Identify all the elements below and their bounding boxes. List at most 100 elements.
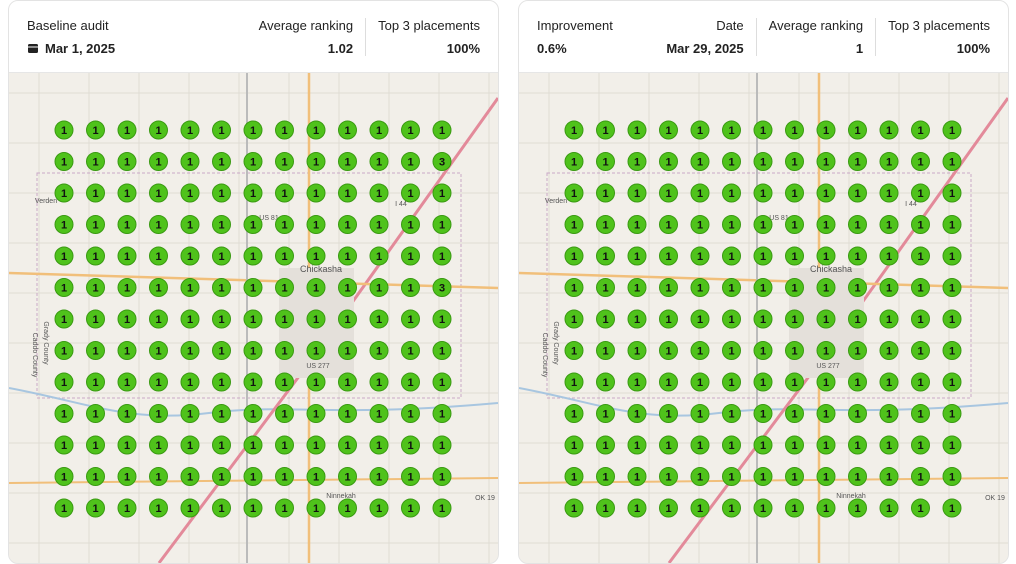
rank-marker (816, 246, 836, 266)
rank-marker (785, 246, 804, 266)
rank-marker (54, 278, 74, 297)
rank-marker (753, 341, 773, 360)
rank-label: 1 (155, 346, 161, 358)
rank-label: 1 (634, 472, 640, 484)
header-value: 1.02 (327, 40, 354, 56)
rank-label: 1 (602, 377, 608, 389)
rank-label: 1 (760, 503, 766, 515)
rank-marker (306, 183, 326, 203)
rank-marker (879, 341, 899, 360)
rank-marker (180, 152, 200, 171)
rank-label: 1 (376, 283, 382, 295)
rank-marker (338, 467, 357, 486)
rank-label: 1 (854, 503, 860, 515)
rank-marker (596, 246, 615, 266)
rank-label: 1 (61, 377, 67, 389)
rank-marker (816, 372, 836, 392)
rank-label: 1 (917, 503, 923, 515)
rank-label: 1 (949, 346, 955, 358)
rank-marker (54, 341, 74, 360)
rank-label: 1 (281, 283, 287, 295)
rank-label: 1 (665, 251, 671, 263)
rank-label: 3 (439, 283, 445, 295)
rank-label: 1 (791, 377, 797, 389)
rank-label: 1 (124, 377, 130, 389)
rank-marker (338, 372, 357, 392)
rank-label: 1 (823, 472, 829, 484)
rank-marker (149, 498, 168, 518)
rank-marker (848, 404, 867, 423)
rank-marker (911, 498, 930, 518)
rank-marker (942, 341, 962, 360)
rank-marker (627, 435, 647, 455)
rank-label: 1 (602, 472, 608, 484)
rank-label: 1 (823, 283, 829, 295)
rank-label: 1 (602, 283, 608, 295)
rank-label: 1 (791, 314, 797, 326)
rank-marker (149, 278, 168, 297)
rank-label: 1 (854, 440, 860, 452)
rank-label: 1 (949, 157, 955, 169)
rank-marker (149, 183, 168, 203)
rank-label: 1 (218, 503, 224, 515)
rank-label: 1 (61, 472, 67, 484)
rank-label: 1 (697, 409, 703, 421)
rank-label: 1 (376, 503, 382, 515)
rank-marker (785, 435, 804, 455)
rank-marker (149, 372, 168, 392)
rank-label: 1 (665, 409, 671, 421)
rank-marker (627, 215, 647, 234)
rank-marker (432, 467, 452, 486)
rank-marker (306, 309, 326, 329)
rank-label: 1 (917, 125, 923, 137)
rank-label: 1 (124, 472, 130, 484)
rank-label: 1 (760, 377, 766, 389)
rank-label: 1 (218, 377, 224, 389)
rank-marker (690, 120, 710, 140)
rank-marker (180, 372, 200, 392)
rank-marker (942, 498, 962, 518)
header-value-row: 1 (856, 41, 863, 56)
rank-marker (432, 435, 452, 455)
rank-label: 1 (281, 125, 287, 137)
map-label: OK 19 (475, 495, 495, 502)
rank-label: 1 (697, 188, 703, 200)
rank-marker (275, 467, 294, 486)
rank-label: 1 (634, 157, 640, 169)
rank-marker (753, 120, 773, 140)
rank-label: 1 (854, 125, 860, 137)
rank-label: 1 (407, 409, 413, 421)
rank-marker (86, 435, 105, 455)
rank-label: 1 (634, 503, 640, 515)
rank-marker (911, 215, 930, 234)
rank-label: 1 (602, 125, 608, 137)
rank-label: 1 (187, 409, 193, 421)
rank-marker (401, 278, 420, 297)
header-value-row: Mar 29, 2025 (666, 41, 743, 56)
rank-marker (180, 341, 200, 360)
rank-marker (753, 278, 773, 297)
rank-marker (942, 404, 962, 423)
rank-marker (243, 498, 263, 518)
rank-label: 1 (634, 346, 640, 358)
calendar-body (28, 44, 38, 53)
rank-label: 1 (791, 283, 797, 295)
rank-marker (149, 467, 168, 486)
rank-marker (848, 341, 867, 360)
rank-marker (879, 215, 899, 234)
rank-label: 1 (634, 188, 640, 200)
rank-marker (564, 372, 584, 392)
rank-label: 1 (728, 283, 734, 295)
rank-label: 3 (439, 157, 445, 169)
map: Chickasha Verden Ninnekah I 44 US 81 US 277 OK… (9, 73, 498, 563)
rank-label: 1 (791, 188, 797, 200)
header-item: Average ranking 1.02 (247, 18, 365, 56)
rank-label: 1 (728, 409, 734, 421)
rank-marker (911, 467, 930, 486)
rank-label: 1 (697, 220, 703, 232)
rank-marker (596, 278, 615, 297)
rank-label: 1 (187, 440, 193, 452)
rank-label: 1 (344, 472, 350, 484)
rank-label: 1 (218, 314, 224, 326)
